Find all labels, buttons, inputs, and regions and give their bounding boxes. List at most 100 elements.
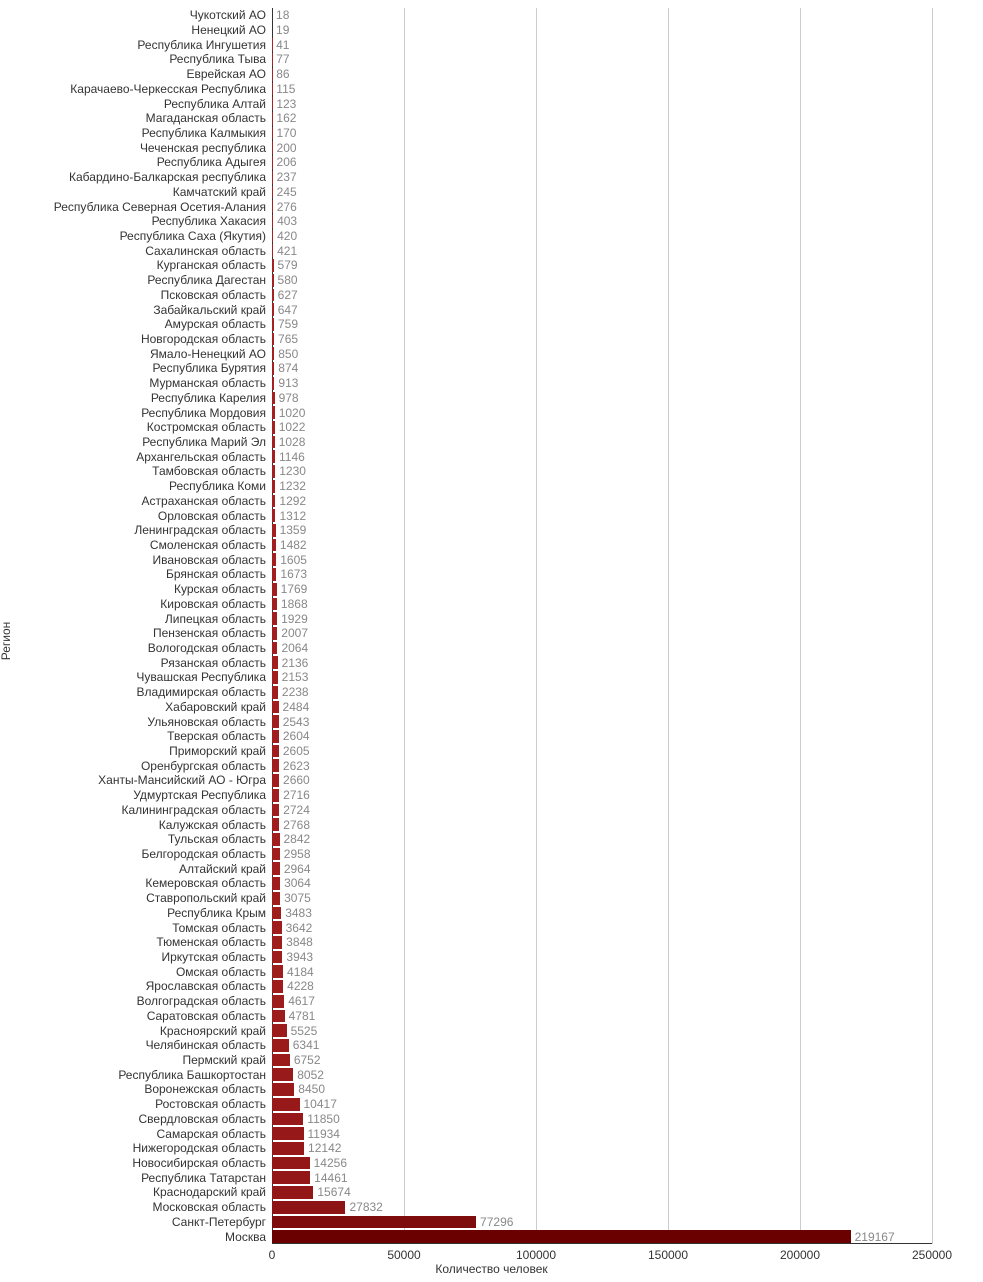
y-tick-label: Пермский край [182,1053,272,1067]
y-tick-label: Республика Адыгея [157,155,272,169]
bar-value-label: 1359 [276,523,307,537]
bar [272,1230,851,1243]
bar-row: Пермский край6752 [272,1053,932,1068]
bar-value-label: 1232 [275,479,306,493]
y-tick-label: Красноярский край [160,1024,272,1038]
bar [272,745,279,758]
bar-value-label: 41 [272,38,289,52]
bar-row: Орловская область1312 [272,508,932,523]
bar-value-label: 276 [273,200,297,214]
bar-value-label: 647 [274,303,298,317]
bar-row: Магаданская область162 [272,111,932,126]
bar [272,1083,294,1096]
bar-value-label: 627 [274,288,298,302]
bar-value-label: 2842 [280,832,311,846]
bar [272,877,280,890]
y-tick-label: Краснодарский край [153,1185,272,1199]
y-tick-label: Сахалинская область [145,244,272,258]
bar-value-label: 1230 [275,464,306,478]
bar-row: Ханты-Мансийский АО - Югра2660 [272,773,932,788]
y-tick-label: Алтайский край [179,862,272,876]
bar-row: Республика Марий Эл1028 [272,435,932,450]
y-tick-label: Томская область [172,921,272,935]
bar-value-label: 1868 [277,597,308,611]
bar-value-label: 3943 [282,950,313,964]
bar-value-label: 6341 [289,1038,320,1052]
bar-value-label: 6752 [290,1053,321,1067]
bar-value-label: 2543 [279,715,310,729]
bar-row: Ленинградская область1359 [272,523,932,538]
x-tick-label: 200000 [780,1248,820,1262]
bar-row: Краснодарский край15674 [272,1185,932,1200]
bar-row: Томская область3642 [272,920,932,935]
bar-row: Ульяновская область2543 [272,714,932,729]
bar-row: Чеченская республика200 [272,140,932,155]
bar-value-label: 2064 [277,641,308,655]
bar-row: Архангельская область1146 [272,449,932,464]
y-tick-label: Калининградская область [121,803,272,817]
y-tick-label: Москва [225,1230,272,1244]
plot-area: 050000100000150000200000250000Чукотский … [272,8,932,1244]
bar-value-label: 1605 [276,553,307,567]
y-tick-label: Белгородская область [142,847,272,861]
y-tick-label: Республика Алтай [164,97,272,111]
bar-value-label: 1482 [276,538,307,552]
bar-row: Тульская область2842 [272,832,932,847]
bar-row: Новгородская область765 [272,332,932,347]
bar-value-label: 237 [273,170,297,184]
y-tick-label: Еврейская АО [186,67,272,81]
bar-row: Мурманская область913 [272,376,932,391]
bar-row: Москва219167 [272,1229,932,1244]
bar-row: Республика Северная Осетия-Алания276 [272,199,932,214]
bar-row: Республика Мордовия1020 [272,405,932,420]
bar-row: Тамбовская область1230 [272,464,932,479]
bar-row: Республика Саха (Якутия)420 [272,229,932,244]
bar-value-label: 170 [272,126,296,140]
bar-value-label: 2964 [280,862,311,876]
bar-value-label: 4228 [283,979,314,993]
bar-row: Ставропольский край3075 [272,891,932,906]
bar [272,892,280,905]
bar-value-label: 2724 [279,803,310,817]
bar-row: Республика Дагестан580 [272,273,932,288]
y-tick-label: Самарская область [156,1127,272,1141]
bar-row: Рязанская область2136 [272,655,932,670]
bar-row: Московская область27832 [272,1200,932,1215]
bar [272,789,279,802]
bar-row: Чукотский АО18 [272,8,932,23]
bar-value-label: 2660 [279,773,310,787]
y-tick-label: Мурманская область [149,376,272,390]
bar-value-label: 2484 [279,700,310,714]
bar-value-label: 123 [272,97,296,111]
bar-row: Республика Крым3483 [272,906,932,921]
x-tick-label: 50000 [387,1248,420,1262]
bar-value-label: 77296 [476,1215,513,1229]
y-tick-label: Республика Карелия [151,391,272,405]
y-tick-label: Калужская область [159,818,272,832]
y-tick-label: Курская область [174,582,272,596]
y-tick-label: Хабаровский край [165,700,272,714]
y-tick-label: Республика Марий Эл [142,435,272,449]
bar-value-label: 3075 [280,891,311,905]
y-tick-label: Липецкая область [165,612,272,626]
y-tick-label: Челябинская область [146,1038,272,1052]
bar-row: Приморский край2605 [272,744,932,759]
bar [272,1216,476,1229]
bar-row: Костромская область1022 [272,420,932,435]
bar-row: Амурская область759 [272,317,932,332]
bar-value-label: 115 [272,82,295,96]
y-tick-label: Республика Башкортостан [118,1068,272,1082]
bar-row: Ростовская область10417 [272,1097,932,1112]
bar-value-label: 8450 [294,1082,325,1096]
bar-value-label: 1028 [275,435,306,449]
y-tick-label: Республика Тыва [169,52,272,66]
y-tick-label: Пензенская область [153,626,272,640]
y-tick-label: Тюменская область [156,935,272,949]
y-tick-label: Курганская область [157,258,272,272]
bar [272,804,279,817]
bar-value-label: 579 [274,258,298,272]
bar-value-label: 850 [274,347,298,361]
y-tick-label: Тамбовская область [152,464,272,478]
bar-row: Республика Башкортостан8052 [272,1067,932,1082]
y-tick-label: Карачаево-Черкесская Республика [70,82,272,96]
